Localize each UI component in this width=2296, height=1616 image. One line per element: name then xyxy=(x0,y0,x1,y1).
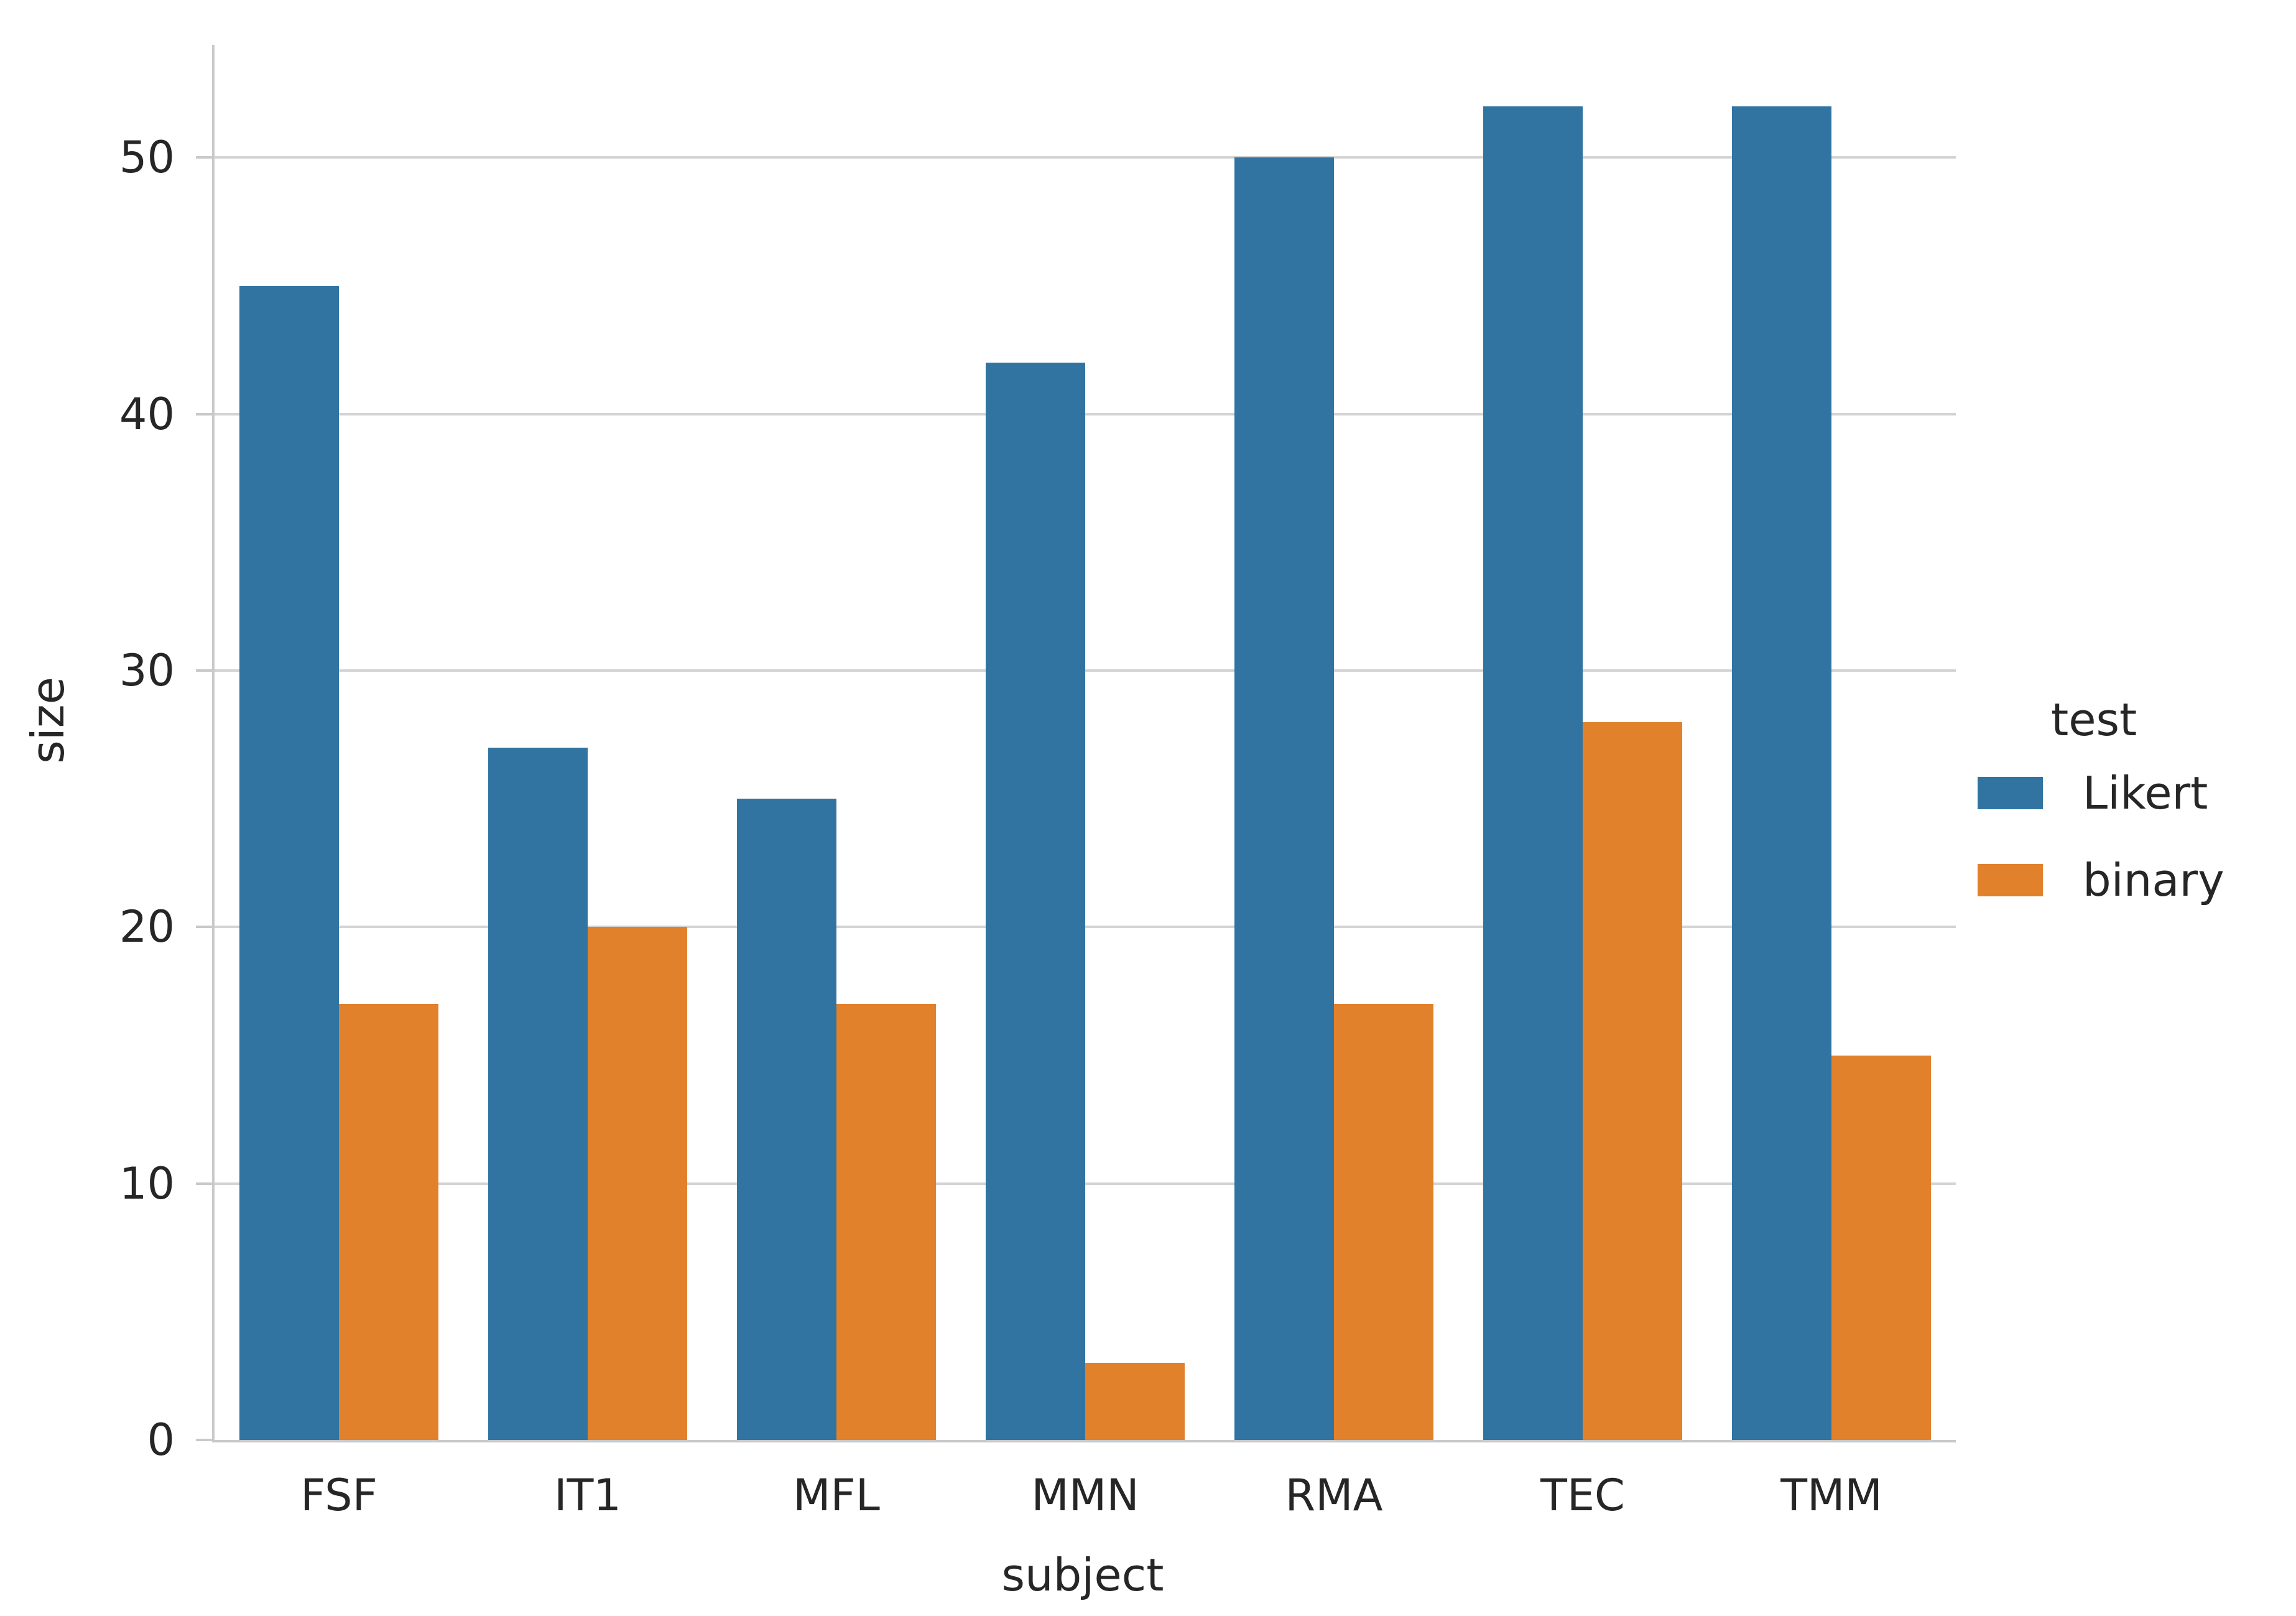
y-axis-title: size xyxy=(22,677,74,764)
x-tick-label-it1: IT1 xyxy=(554,1470,621,1521)
y-tick-label-30: 30 xyxy=(119,645,175,697)
legend-item-label: Likert xyxy=(2083,767,2208,819)
bar-likert-tec xyxy=(1483,106,1583,1440)
bar-likert-fsf xyxy=(239,286,339,1440)
legend: test Likert binary xyxy=(1978,694,2224,941)
y-tick-mark-0 xyxy=(196,1439,212,1441)
y-tick-mark-10 xyxy=(196,1182,212,1185)
y-tick-mark-40 xyxy=(196,412,212,416)
bar-likert-tmm xyxy=(1732,106,1831,1440)
gridline-y-20 xyxy=(215,926,1956,929)
binary-color-swatch xyxy=(1978,864,2043,896)
x-tick-label-tmm: TMM xyxy=(1780,1470,1882,1521)
gridline-y-40 xyxy=(215,412,1956,416)
x-tick-label-rma: RMA xyxy=(1285,1470,1383,1521)
likert-color-swatch xyxy=(1978,777,2043,809)
bar-binary-it1 xyxy=(588,927,687,1440)
y-tick-label-10: 10 xyxy=(119,1158,175,1209)
bar-likert-mfl xyxy=(737,799,836,1440)
y-tick-label-20: 20 xyxy=(119,901,175,953)
x-tick-label-mmn: MMN xyxy=(1031,1470,1139,1521)
y-tick-mark-20 xyxy=(196,926,212,929)
y-tick-label-40: 40 xyxy=(119,388,175,440)
bar-binary-mfl xyxy=(836,1004,936,1440)
gridline-y-10 xyxy=(215,1182,1956,1185)
bar-binary-tmm xyxy=(1831,1055,1931,1440)
x-tick-label-tec: TEC xyxy=(1540,1470,1625,1521)
bar-binary-mmn xyxy=(1085,1363,1185,1440)
y-tick-mark-50 xyxy=(196,156,212,159)
y-tick-label-50: 50 xyxy=(119,132,175,183)
bar-likert-rma xyxy=(1234,157,1334,1440)
x-tick-label-fsf: FSF xyxy=(300,1470,377,1521)
bar-likert-mmn xyxy=(986,363,1085,1440)
legend-item-binary: binary xyxy=(1978,854,2224,906)
legend-title: test xyxy=(2051,694,2137,746)
x-tick-label-mfl: MFL xyxy=(793,1470,880,1521)
gridline-y-50 xyxy=(215,156,1956,159)
bar-binary-tec xyxy=(1583,722,1682,1440)
gridline-y-30 xyxy=(215,669,1956,672)
x-axis-title: subject xyxy=(1001,1549,1164,1601)
legend-item-likert: Likert xyxy=(1978,767,2224,819)
bar-likert-it1 xyxy=(488,747,588,1440)
legend-item-label: binary xyxy=(2083,854,2224,906)
y-tick-mark-30 xyxy=(196,669,212,672)
plot-area: 0 10 20 30 40 50 FSF IT1 MFL MMN RMA TEC TMM xyxy=(119,45,1956,1521)
bar-binary-fsf xyxy=(339,1004,438,1440)
y-tick-label-0: 0 xyxy=(147,1414,175,1465)
bar-binary-rma xyxy=(1334,1004,1433,1440)
